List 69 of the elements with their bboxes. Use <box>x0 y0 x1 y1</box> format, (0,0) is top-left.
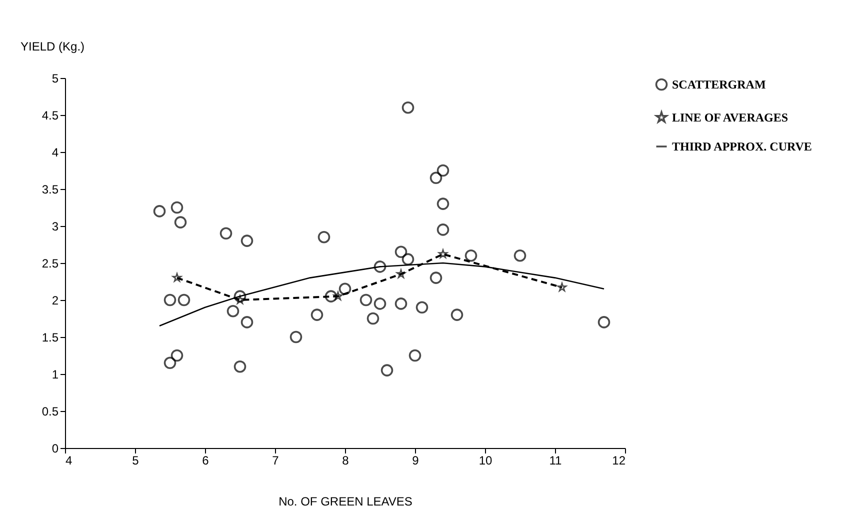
y-axis-title: YIELD (Kg.) <box>20 40 85 54</box>
point <box>360 294 372 306</box>
point <box>514 249 526 262</box>
point <box>436 198 450 210</box>
y-tick-label: 3 <box>52 220 59 234</box>
y-tick-label: 0.5 <box>42 404 59 418</box>
point <box>235 295 245 304</box>
point <box>324 290 338 302</box>
y-tick-label: 5 <box>52 72 59 86</box>
point <box>164 356 176 370</box>
point <box>178 294 190 306</box>
x-tick-label: 12 <box>612 454 626 468</box>
point <box>234 290 246 302</box>
point <box>464 249 478 262</box>
y-tick-label: 2 <box>52 294 59 308</box>
point <box>310 308 324 321</box>
point <box>396 269 406 278</box>
point <box>438 249 448 258</box>
point <box>153 205 166 218</box>
y-tick-label: 4.5 <box>42 108 59 122</box>
point <box>436 164 450 177</box>
legend-label: SCATTERGRAM <box>672 78 766 92</box>
y-tick-label: 1.5 <box>42 330 59 344</box>
point <box>170 349 184 362</box>
point <box>374 298 386 310</box>
point <box>170 201 184 214</box>
point <box>318 230 330 244</box>
point <box>374 260 386 273</box>
point <box>450 308 464 321</box>
point <box>164 294 176 306</box>
point <box>436 224 450 236</box>
point <box>338 282 352 296</box>
point <box>366 312 380 325</box>
point <box>220 227 232 240</box>
point <box>402 253 414 266</box>
point <box>172 272 182 282</box>
y-tick-label: 3.5 <box>42 182 59 196</box>
x-tick-label: 11 <box>549 454 562 468</box>
x-tick-label: 8 <box>342 454 350 468</box>
point <box>333 291 343 300</box>
point <box>240 316 254 328</box>
y-tick-label: 1 <box>52 368 59 382</box>
point <box>416 301 428 314</box>
x-tick-label: 5 <box>132 454 140 468</box>
point <box>430 172 442 184</box>
y-tick-label: 2.5 <box>42 256 59 270</box>
point <box>240 234 254 247</box>
x-tick-label: 10 <box>478 454 492 468</box>
point <box>394 246 408 258</box>
point <box>394 298 408 310</box>
point <box>557 282 567 292</box>
point <box>174 216 187 228</box>
y-tick-label: 0 <box>52 442 59 456</box>
point <box>234 360 246 373</box>
point <box>408 349 422 362</box>
point <box>430 272 442 284</box>
point <box>290 330 302 344</box>
point <box>226 304 240 318</box>
point <box>402 101 414 114</box>
point <box>598 316 610 328</box>
y-tick-label: 4 <box>52 146 59 160</box>
legend-label: THIRD APPROX. CURVE <box>672 140 812 154</box>
legend-label: LINE OF AVERAGES <box>672 110 788 124</box>
x-axis-title: No. OF GREEN LEAVES <box>278 494 412 508</box>
point <box>380 364 394 376</box>
x-tick-label: 7 <box>272 454 280 468</box>
x-tick-label: 9 <box>412 454 420 468</box>
x-tick-label: 4 <box>66 454 72 468</box>
x-tick-label: 6 <box>202 454 210 468</box>
